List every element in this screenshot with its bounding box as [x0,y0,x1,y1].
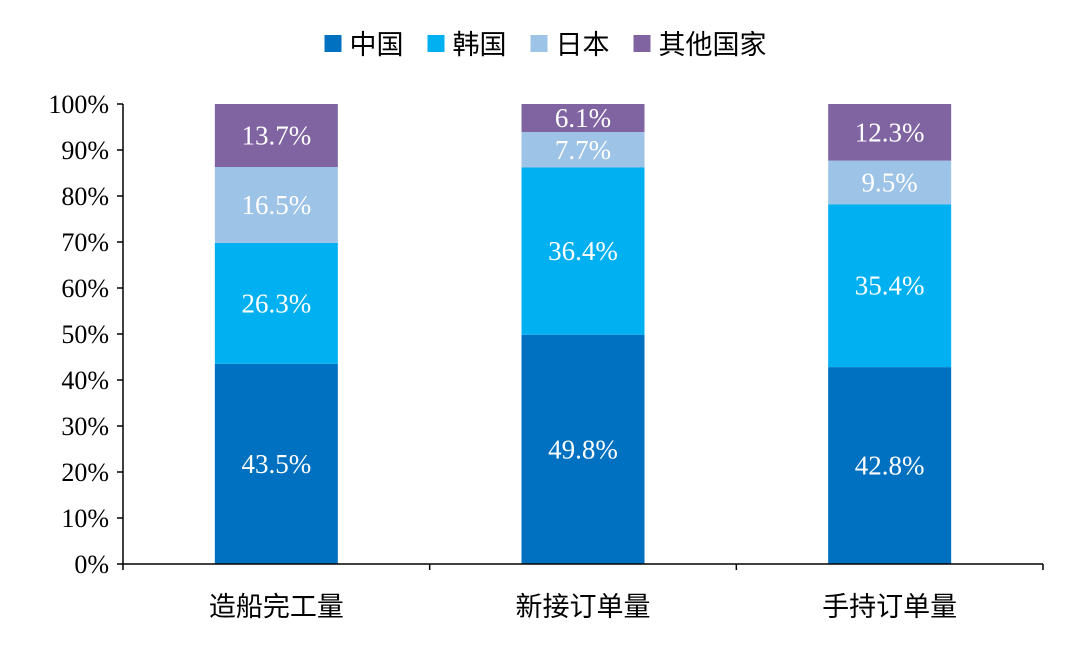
bar-segment [214,104,338,168]
y-axis: 0% 10% 20% 30% 40% 50% 60% 70% 80% 90% 100% [48,90,124,579]
legend-swatch [633,35,651,52]
y-tick-label: 100% [48,90,109,119]
bar-segment [828,160,952,205]
x-category-label: 造船完工量 [209,592,344,623]
x-category-label: 手持订单量 [822,592,957,623]
legend: 中国 韩国 日本 其他国家 [324,30,767,61]
legend-label: 中国 [350,30,404,61]
y-tick-label: 60% [61,274,109,303]
bar-segment [521,104,645,133]
legend-swatch [427,35,445,52]
data-label: 43.5% [241,449,311,479]
y-tick-label: 20% [61,458,109,487]
bars: 43.5% 26.3% 16.5% 13.7% 49.8% 36.4% 7.7%6.1% 42… [214,103,952,564]
bar-segment [214,363,338,564]
y-tick-label: 80% [61,182,109,211]
y-tick-label: 0% [74,550,109,579]
bar-segment [214,242,338,364]
legend-swatch [530,35,548,52]
data-label: 13.7% [241,121,311,151]
x-category-label: 新接订单量 [516,592,651,623]
y-tick-label: 10% [61,504,109,533]
legend-label: 韩国 [453,30,507,61]
y-tick-label: 90% [61,136,109,165]
y-tick-label: 50% [61,320,109,349]
legend-label: 其他国家 [659,30,767,61]
y-tick-label: 40% [61,366,109,395]
data-label: 16.5% [241,190,311,220]
data-label: 6.1% [555,103,611,133]
y-tick-label: 70% [61,228,109,257]
legend-swatch [324,35,342,52]
x-axis: 造船完工量 新接订单量 手持订单量 [122,563,1044,623]
bar-segment [828,367,952,564]
bar-segment [521,132,645,168]
bar-segment [828,204,952,368]
bar-segment [214,167,338,243]
y-tick-label: 30% [61,412,109,441]
bar-segment [521,334,645,564]
data-label: 42.8% [855,451,925,481]
data-label: 26.3% [241,288,311,318]
data-label: 36.4% [548,236,618,266]
bar-segment [521,167,645,335]
legend-label: 日本 [556,30,610,61]
data-label: 9.5% [862,167,918,197]
bar-segment [828,104,952,161]
data-label: 12.3% [855,117,925,147]
data-label: 7.7% [555,135,611,165]
data-label: 49.8% [548,434,618,464]
data-label: 35.4% [855,271,925,301]
